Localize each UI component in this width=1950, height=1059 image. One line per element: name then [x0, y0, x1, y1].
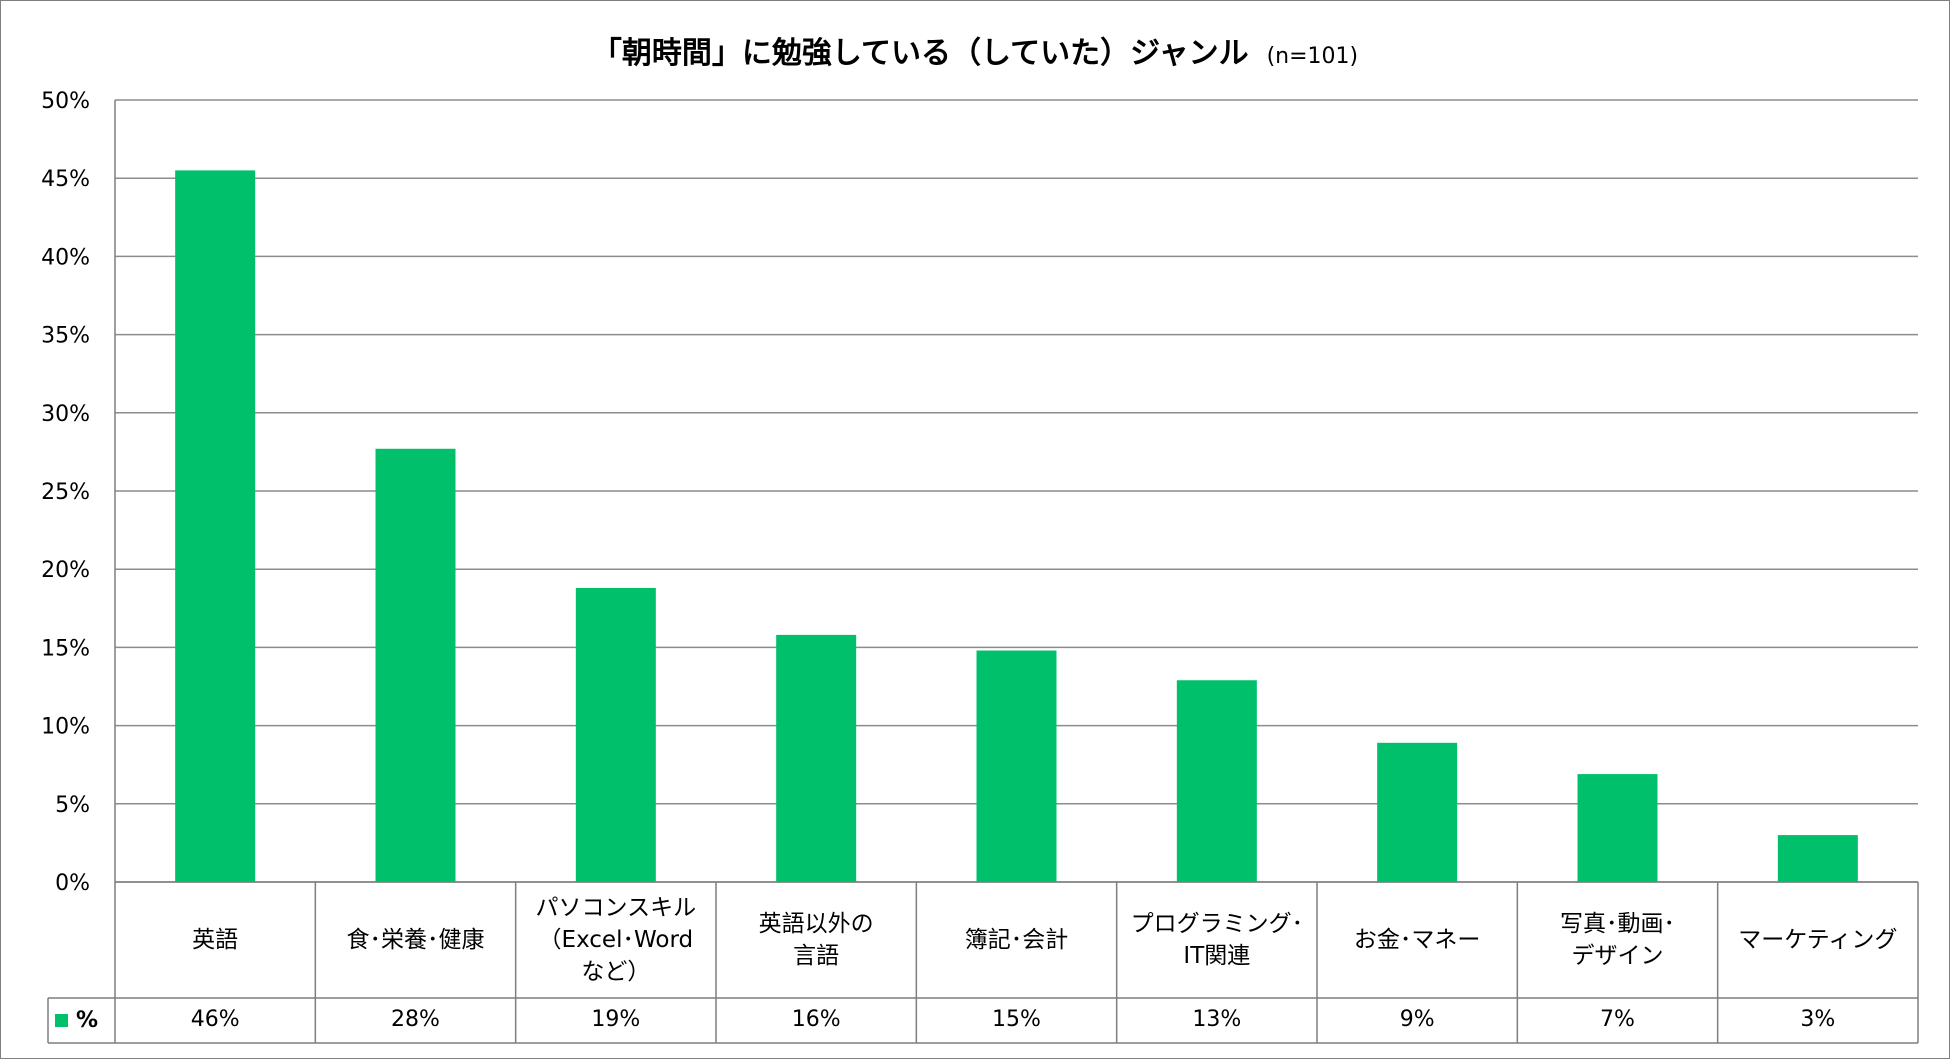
data-label: 13%: [1192, 1006, 1242, 1032]
y-tick-label: 10%: [41, 715, 90, 740]
data-label: 28%: [391, 1006, 440, 1032]
bar: [776, 634, 857, 882]
bar: [375, 448, 456, 882]
y-tick-label: 45%: [41, 167, 90, 192]
chart-title-block: 「朝時間」に勉強している（していた）ジャンル (n=101): [0, 28, 1950, 72]
bar: [976, 650, 1057, 882]
y-tick-label: 15%: [41, 636, 90, 661]
category-label: プログラミング･ IT関連: [1130, 911, 1304, 969]
bar: [1577, 774, 1658, 882]
bar: [175, 170, 256, 882]
category-label: 英語: [192, 927, 239, 953]
bar: [575, 587, 656, 882]
y-tick-label: 25%: [41, 480, 90, 505]
bar: [1176, 680, 1257, 882]
data-label: 3%: [1800, 1006, 1836, 1032]
legend-label: %: [76, 1008, 99, 1033]
data-label: 9%: [1399, 1006, 1435, 1032]
legend: %: [55, 1008, 98, 1033]
data-label: 16%: [791, 1006, 841, 1032]
category-label: マーケティング: [1738, 927, 1898, 953]
category-label: パソコンスキル （Excel･Word など）: [535, 895, 697, 985]
category-label: 英語以外の 言語: [758, 911, 874, 969]
data-label: 46%: [190, 1006, 240, 1032]
data-label: 15%: [992, 1006, 1041, 1032]
chart-title: 「朝時間」に勉強している（していた）ジャンル: [591, 36, 1249, 71]
data-label: 19%: [591, 1006, 641, 1032]
bar: [1777, 835, 1858, 882]
legend-swatch: [55, 1014, 68, 1027]
y-tick-label: 0%: [55, 871, 90, 896]
bar: [1377, 742, 1458, 882]
data-label: 7%: [1600, 1006, 1635, 1032]
y-tick-label: 40%: [41, 245, 90, 270]
y-tick-label: 35%: [41, 324, 90, 349]
category-label: 写真･動画･ デザイン: [1560, 911, 1675, 969]
y-tick-label: 5%: [55, 793, 90, 818]
category-label: お金･マネー: [1353, 927, 1481, 953]
y-tick-label: 20%: [41, 558, 90, 583]
category-label: 食･栄養･健康: [346, 927, 485, 953]
y-tick-label: 30%: [41, 402, 90, 427]
y-tick-label: 50%: [41, 89, 90, 114]
category-label: 簿記･会計: [964, 927, 1069, 953]
chart-subtitle: (n=101): [1266, 44, 1359, 69]
